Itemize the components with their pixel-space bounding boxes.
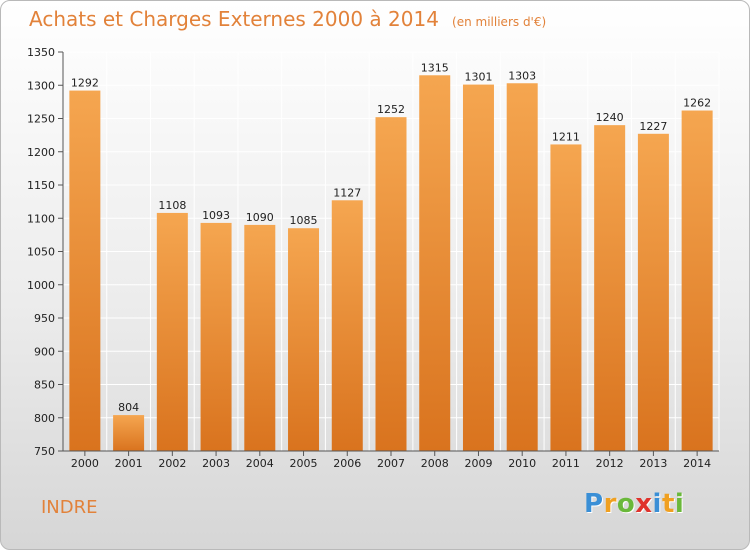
x-tick-label: 2008 — [421, 457, 449, 470]
bar-2010 — [506, 83, 538, 451]
x-tick-label: 2013 — [639, 457, 667, 470]
x-tick-label: 2002 — [158, 457, 186, 470]
data-label: 1127 — [333, 186, 361, 199]
x-tick-label: 2010 — [508, 457, 536, 470]
bars — [69, 75, 713, 452]
bar-2012 — [594, 125, 626, 452]
bar-2000 — [69, 90, 101, 451]
proxiti-logo: Proxiti — [584, 489, 684, 519]
x-tick-label: 2012 — [596, 457, 624, 470]
x-tick-label: 2009 — [464, 457, 492, 470]
logo-letter: i — [674, 489, 685, 519]
region-label: INDRE — [41, 497, 98, 518]
bar-2013 — [637, 133, 669, 452]
data-label: 1252 — [377, 103, 405, 116]
bar-2011 — [550, 144, 582, 451]
data-label: 1262 — [683, 97, 711, 110]
data-label: 1303 — [508, 69, 536, 82]
bar-2008 — [419, 75, 451, 452]
data-label: 1240 — [596, 111, 624, 124]
y-tick-label: 1250 — [27, 113, 55, 126]
bar-2003 — [200, 222, 232, 451]
x-tick-label: 2005 — [290, 457, 318, 470]
y-tick-label: 1050 — [27, 246, 55, 259]
chart-title: Achats et Charges Externes 2000 à 2014 — [29, 7, 439, 31]
x-tick-label: 2006 — [333, 457, 361, 470]
x-tick-label: 2003 — [202, 457, 230, 470]
data-label: 804 — [118, 401, 139, 414]
chart-subtitle: (en milliers d'€) — [452, 15, 547, 29]
data-label: 1093 — [202, 209, 230, 222]
x-tick-label: 2011 — [552, 457, 580, 470]
data-label: 1085 — [290, 214, 318, 227]
y-tick-label: 800 — [34, 412, 55, 425]
logo-letter: t — [661, 489, 675, 519]
x-tick-label: 2004 — [246, 457, 274, 470]
bar-2004 — [244, 224, 276, 451]
bar-2009 — [462, 84, 494, 452]
data-label: 1108 — [158, 199, 186, 212]
logo-letter: o — [616, 489, 636, 519]
data-label: 1301 — [464, 71, 492, 84]
x-tick-label: 2001 — [115, 457, 143, 470]
bar-2002 — [156, 212, 188, 451]
logo-letter: P — [584, 489, 604, 519]
y-tick-label: 950 — [34, 312, 55, 325]
data-label: 1227 — [639, 120, 667, 133]
x-tick-label: 2014 — [683, 457, 711, 470]
data-label: 1315 — [421, 61, 449, 74]
bar-2001 — [113, 415, 145, 451]
y-tick-label: 900 — [34, 345, 55, 358]
data-label: 1292 — [71, 77, 99, 90]
x-tick-label: 2000 — [71, 457, 99, 470]
y-tick-label: 1150 — [27, 179, 55, 192]
y-tick-label: 1000 — [27, 279, 55, 292]
bar-2005 — [288, 228, 320, 451]
y-tick-label: 1350 — [27, 46, 55, 59]
title-line: Achats et Charges Externes 2000 à 2014 (… — [29, 7, 546, 31]
data-label: 1090 — [246, 211, 274, 224]
y-tick-label: 1200 — [27, 146, 55, 159]
y-tick-label: 850 — [34, 379, 55, 392]
logo-letter: i — [652, 489, 662, 519]
y-tick-label: 1300 — [27, 79, 55, 92]
logo-letter: r — [603, 489, 617, 519]
y-tick-label: 1100 — [27, 212, 55, 225]
y-tick-label: 750 — [34, 445, 55, 458]
bar-2007 — [375, 117, 407, 452]
x-tick-label: 2007 — [377, 457, 405, 470]
labels: 750 800 850 900 950 1000 1050 1100 1150 1200 1250 1… — [27, 46, 711, 470]
bar-2006 — [331, 200, 363, 451]
axes — [58, 51, 719, 456]
data-label: 1211 — [552, 130, 580, 143]
logo-letter: x — [635, 489, 653, 519]
bar-2014 — [681, 110, 713, 452]
